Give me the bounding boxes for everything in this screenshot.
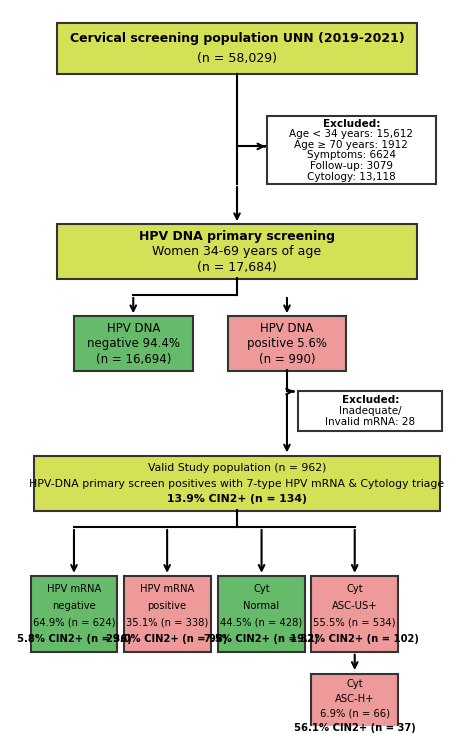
Text: Excluded:: Excluded: [342, 395, 399, 404]
Text: Follow-up: 3079: Follow-up: 3079 [310, 161, 393, 171]
Text: Invalid mRNA: 28: Invalid mRNA: 28 [325, 418, 415, 427]
FancyBboxPatch shape [74, 316, 192, 371]
Text: 55.5% (n = 534): 55.5% (n = 534) [313, 617, 396, 628]
Text: positive: positive [147, 600, 187, 611]
Text: (n = 990): (n = 990) [259, 352, 315, 366]
FancyBboxPatch shape [311, 576, 398, 652]
FancyBboxPatch shape [311, 674, 398, 734]
Text: HPV DNA primary screening: HPV DNA primary screening [139, 230, 335, 242]
Text: 64.9% (n = 624): 64.9% (n = 624) [33, 617, 115, 628]
FancyBboxPatch shape [228, 316, 346, 371]
Text: HPV-DNA primary screen positives with 7-type HPV mRNA & Cytology triage: HPV-DNA primary screen positives with 7-… [29, 479, 445, 489]
Text: 44.5% (n = 428): 44.5% (n = 428) [220, 617, 303, 628]
Text: Cyt: Cyt [346, 584, 363, 594]
Text: Age ≥ 70 years: 1912: Age ≥ 70 years: 1912 [294, 139, 408, 150]
Text: 56.1% CIN2+ (n = 37): 56.1% CIN2+ (n = 37) [294, 723, 416, 733]
Text: HPV DNA: HPV DNA [260, 321, 314, 335]
Text: HPV mRNA: HPV mRNA [140, 584, 194, 594]
Text: 7.5% CIN2+ (n = 32): 7.5% CIN2+ (n = 32) [204, 634, 319, 644]
Text: 29.0% CIN2+ (n = 98): 29.0% CIN2+ (n = 98) [107, 634, 228, 644]
FancyBboxPatch shape [30, 576, 118, 652]
Text: HPV DNA: HPV DNA [107, 321, 160, 335]
Text: Valid Study population (n = 962): Valid Study population (n = 962) [148, 463, 326, 473]
Text: positive 5.6%: positive 5.6% [247, 337, 327, 350]
Text: 35.1% (n = 338): 35.1% (n = 338) [126, 617, 208, 628]
Text: 5.8% CIN2+ (n = 36): 5.8% CIN2+ (n = 36) [17, 634, 131, 644]
FancyBboxPatch shape [218, 576, 305, 652]
Text: Excluded:: Excluded: [323, 118, 380, 128]
FancyBboxPatch shape [57, 225, 417, 279]
Text: Cytology: 13,118: Cytology: 13,118 [307, 172, 396, 181]
Text: Inadequate/: Inadequate/ [339, 406, 401, 416]
FancyBboxPatch shape [267, 115, 436, 184]
Text: 19.1% CIN2+ (n = 102): 19.1% CIN2+ (n = 102) [290, 634, 419, 644]
Text: Cervical screening population UNN (2019-2021): Cervical screening population UNN (2019-… [70, 32, 404, 45]
Text: HPV mRNA: HPV mRNA [47, 584, 101, 594]
Text: (n = 17,684): (n = 17,684) [197, 261, 277, 274]
Text: ASC-H+: ASC-H+ [335, 694, 374, 704]
Text: Age < 34 years: 15,612: Age < 34 years: 15,612 [289, 129, 413, 139]
FancyBboxPatch shape [124, 576, 210, 652]
Text: negative: negative [52, 600, 96, 611]
Text: negative 94.4%: negative 94.4% [87, 337, 180, 350]
FancyBboxPatch shape [34, 457, 440, 511]
Text: Normal: Normal [244, 600, 280, 611]
Text: 6.9% (n = 66): 6.9% (n = 66) [320, 708, 390, 719]
Text: (n = 58,029): (n = 58,029) [197, 52, 277, 65]
Text: Symptoms: 6624: Symptoms: 6624 [307, 150, 396, 160]
Text: (n = 16,694): (n = 16,694) [96, 352, 171, 366]
FancyBboxPatch shape [299, 391, 442, 431]
Text: ASC-US+: ASC-US+ [332, 600, 377, 611]
Text: Cyt: Cyt [253, 584, 270, 594]
Text: 13.9% CIN2+ (n = 134): 13.9% CIN2+ (n = 134) [167, 494, 307, 504]
FancyBboxPatch shape [57, 23, 417, 74]
Text: Women 34-69 years of age: Women 34-69 years of age [153, 245, 321, 258]
Text: Cyt: Cyt [346, 680, 363, 689]
